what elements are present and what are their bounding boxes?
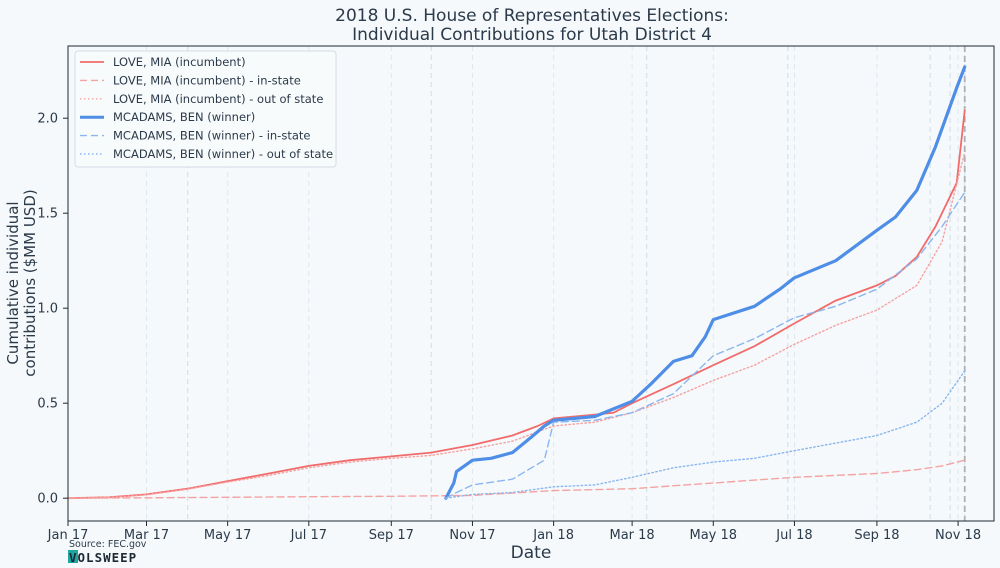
legend-label: LOVE, MIA (incumbent) - in-state [113, 73, 301, 87]
x-axis-ticks: Jan 17 Mar 17 May 17 Jul 17 Sep 17 Nov 17 Jan … [47, 521, 981, 543]
plot-area [67, 45, 995, 522]
legend: LOVE, MIA (incumbent) LOVE, MIA (incumben… [74, 50, 337, 168]
x-tick-label: Jul 18 [775, 528, 812, 543]
series-line-3 [67, 151, 966, 499]
chart-subtitle: Individual Contributions for Utah Distri… [352, 25, 712, 45]
legend-label: LOVE, MIA (incumbent) [113, 55, 246, 69]
series-line-5 [445, 191, 966, 499]
legend-label: MCADAMS, BEN (winner) [113, 110, 255, 124]
series-line-1 [67, 109, 966, 500]
x-tick-label: Jan 18 [532, 528, 574, 543]
y-axis-label-line2: contributions ($MM USD) [21, 189, 39, 376]
x-tick-label: Nov 17 [449, 528, 495, 543]
legend-label: MCADAMS, BEN (winner) - out of state [113, 147, 333, 161]
y-tick-label: 1.5 [37, 207, 58, 222]
grid-lines [145, 46, 959, 521]
x-tick-label: Nov 18 [935, 528, 981, 543]
legend-label: MCADAMS, BEN (winner) - in-state [113, 129, 310, 143]
brand-logo: VOLSWEEP [69, 550, 137, 565]
series-line-2 [67, 459, 966, 499]
brand-logo-mark [68, 550, 78, 563]
legend-box [74, 50, 337, 168]
x-tick-label: Mar 17 [124, 528, 169, 543]
x-tick-label: Mar 18 [610, 528, 655, 543]
y-tick-label: 1.0 [37, 302, 58, 317]
y-axis-ticks: 0.0 0.5 1.0 1.5 2.0 [37, 112, 68, 507]
y-axis-label-line1: Cumulative individual [4, 201, 22, 364]
y-axis-label: Cumulative individual contributions ($MM… [4, 189, 39, 376]
footer: Source: FEC.gov VOLSWEEP [68, 539, 147, 565]
x-tick-label: May 17 [204, 528, 252, 543]
legend-entries: LOVE, MIA (incumbent) LOVE, MIA (incumben… [80, 55, 333, 161]
x-tick-label: May 18 [689, 528, 737, 543]
x-tick-label: Sep 18 [854, 528, 899, 543]
series-lines [67, 65, 967, 500]
y-tick-label: 0.5 [37, 397, 58, 412]
x-tick-label: Jul 17 [290, 528, 327, 543]
y-tick-label: 2.0 [37, 112, 58, 127]
x-axis-label: Date [511, 543, 552, 563]
legend-label: LOVE, MIA (incumbent) - out of state [113, 92, 323, 106]
series-line-6 [445, 370, 966, 499]
series-line-4 [444, 65, 967, 500]
x-tick-label: Jan 17 [47, 528, 89, 543]
plot-frame [67, 45, 995, 522]
source-text: Source: FEC.gov [69, 539, 147, 550]
x-tick-label: Sep 17 [369, 528, 414, 543]
y-tick-label: 0.0 [37, 492, 58, 507]
chart-title: 2018 U.S. House of Representatives Elect… [335, 6, 729, 26]
